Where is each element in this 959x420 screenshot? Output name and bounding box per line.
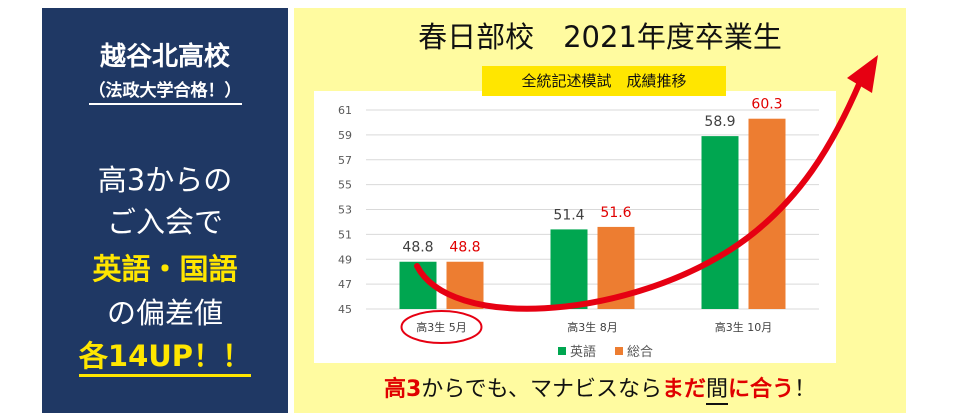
bar-chart: 45 47 49 51 53 55 57 59 61 48.8 48.8 高3生 5月 51.4 51.6… (338, 97, 819, 360)
message-line-5-text: 各14UP！！ (78, 339, 252, 377)
bar-english (701, 136, 739, 309)
slogan-red-2: に (727, 377, 750, 402)
slogan-middle: からでも、マナビスなら (421, 377, 662, 402)
bar-total (748, 118, 786, 309)
legend-swatch (615, 347, 623, 355)
message-line-3: 英語・国語 (92, 252, 238, 286)
page-title: 春日部校 2021年度卒業生 (418, 20, 782, 54)
slogan-highlight: 高3 (383, 377, 422, 402)
data-label: 58.9 (704, 114, 735, 130)
x-tick-label: 高3生 8月 (567, 320, 618, 334)
legend-label: 総合 (627, 345, 653, 360)
slogan-red-3: 合う (750, 377, 795, 402)
slogan-end: ！ (794, 377, 817, 402)
message-line-2: ご入会で (106, 205, 223, 239)
slogan-underlined: 間 (705, 377, 728, 405)
school-note-text: （法政大学合格！） (88, 81, 242, 105)
y-tick-label: 47 (338, 278, 352, 291)
school-note: （法政大学合格！） (42, 76, 288, 105)
school-name: 越谷北高校 (99, 42, 230, 72)
chart-subtitle: 全統記述模試 成績推移 (482, 66, 726, 96)
y-tick-label: 49 (338, 253, 352, 266)
y-tick-label: 59 (338, 129, 352, 142)
bottom-slogan: 高3からでも、マナビスならまだ間に合う！ (294, 371, 906, 405)
y-tick-label: 45 (338, 303, 352, 316)
message-line-5: 各14UP！！ (42, 339, 288, 377)
legend-label: 英語 (570, 344, 596, 360)
y-tick-label: 53 (338, 204, 352, 217)
slogan-red-1: まだ (661, 377, 706, 402)
data-label: 48.8 (402, 240, 433, 256)
data-label: 51.6 (600, 205, 631, 221)
message-line-1: 高3からの (97, 163, 233, 197)
data-label: 51.4 (553, 207, 584, 223)
data-label: 48.8 (449, 240, 480, 256)
message-line-4: の偏差値 (106, 296, 223, 330)
y-tick-label: 61 (338, 104, 352, 117)
y-tick-label: 55 (338, 179, 352, 192)
y-tick-label: 51 (338, 228, 352, 241)
bar-english (399, 261, 437, 309)
chart-area: 45 47 49 51 53 55 57 59 61 48.8 48.8 高3生 5月 51.4 51.6… (314, 91, 836, 363)
right-chart-panel: 春日部校 2021年度卒業生 45 47 49 51 53 55 57 59 61 48.8 48.… (294, 8, 906, 413)
x-tick-label: 高3生 10月 (715, 320, 773, 334)
bar-total (446, 261, 484, 309)
x-tick-label: 高3生 5月 (416, 320, 467, 334)
data-label: 60.3 (751, 97, 782, 113)
bar-english (550, 229, 588, 309)
y-tick-label: 57 (338, 154, 352, 167)
left-info-panel: 越谷北高校 （法政大学合格！） 高3からの ご入会で 英語・国語 の偏差値 各1… (42, 8, 288, 413)
legend-swatch (558, 347, 566, 355)
bar-total (597, 226, 635, 309)
